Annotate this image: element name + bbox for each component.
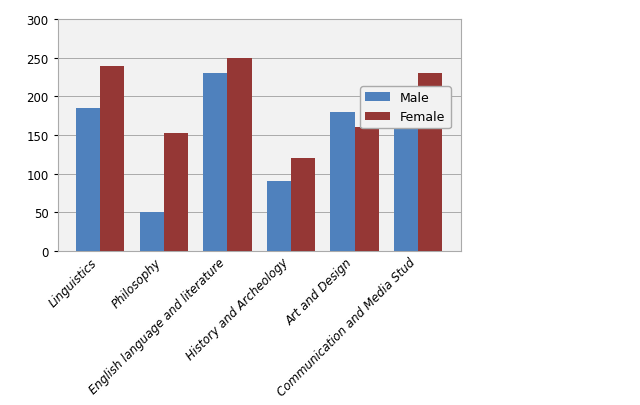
Bar — [394, 90, 419, 251]
Bar — [419, 74, 442, 251]
Bar — [267, 182, 291, 251]
Bar — [76, 109, 100, 251]
Bar — [203, 74, 227, 251]
Bar — [355, 128, 379, 251]
Bar — [164, 133, 188, 251]
Bar — [140, 213, 164, 251]
Bar — [100, 66, 124, 251]
Bar — [227, 59, 252, 251]
Legend: Male, Female: Male, Female — [360, 87, 451, 129]
Bar — [291, 159, 315, 251]
Bar — [330, 113, 355, 251]
